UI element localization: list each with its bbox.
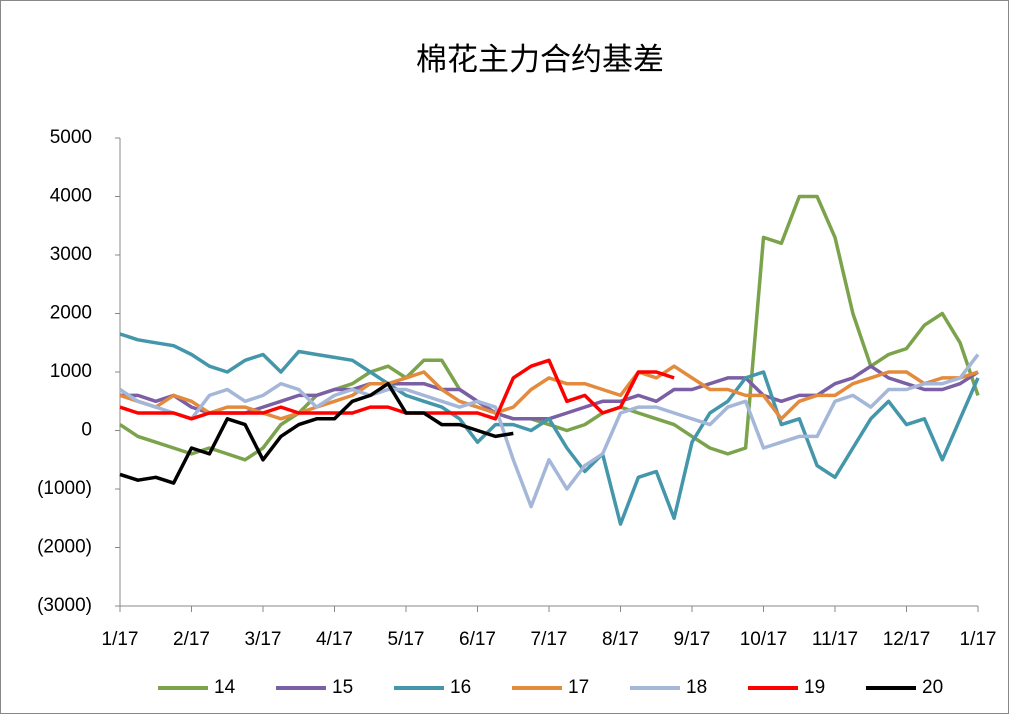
y-tick-label: 4000 [50, 186, 92, 207]
x-tick-label: 9/17 [674, 629, 711, 650]
legend-label: 15 [332, 677, 353, 698]
x-tick-label: 12/17 [883, 629, 931, 650]
series-line [119, 381, 514, 485]
legend-label: 14 [214, 677, 236, 698]
legend-label: 19 [804, 677, 825, 698]
x-tick-label: 11/17 [812, 629, 858, 650]
legend-label: 20 [922, 677, 943, 698]
series-line [119, 358, 675, 421]
y-tick-label: (3000) [37, 595, 92, 616]
y-tick-label: 5000 [50, 127, 92, 148]
legend-label: 18 [686, 677, 707, 698]
y-tick-label: 3000 [50, 244, 92, 265]
x-tick-label: 8/17 [602, 629, 639, 650]
series-line [119, 332, 980, 526]
x-tick-label: 3/17 [245, 629, 282, 650]
x-tick-label: 1/17 [102, 629, 139, 650]
x-tick-label: 1/17 [960, 629, 997, 650]
y-tick-label: (2000) [37, 537, 92, 558]
x-tick-label: 10/17 [740, 629, 788, 650]
series-line [119, 194, 980, 462]
x-tick-label: 2/17 [173, 629, 210, 650]
legend-label: 17 [568, 677, 589, 698]
series-line [119, 353, 980, 509]
x-tick-label: 6/17 [459, 629, 496, 650]
chart-title: 棉花主力合约基差 [416, 42, 664, 77]
legend-label: 16 [450, 677, 471, 698]
y-tick-label: 2000 [50, 303, 92, 324]
x-tick-label: 7/17 [531, 629, 568, 650]
x-tick-label: 4/17 [316, 629, 353, 650]
y-tick-label: (1000) [37, 478, 92, 499]
y-tick-label: 1000 [50, 361, 92, 382]
x-tick-label: 5/17 [388, 629, 425, 650]
y-tick-label: 0 [81, 420, 92, 441]
